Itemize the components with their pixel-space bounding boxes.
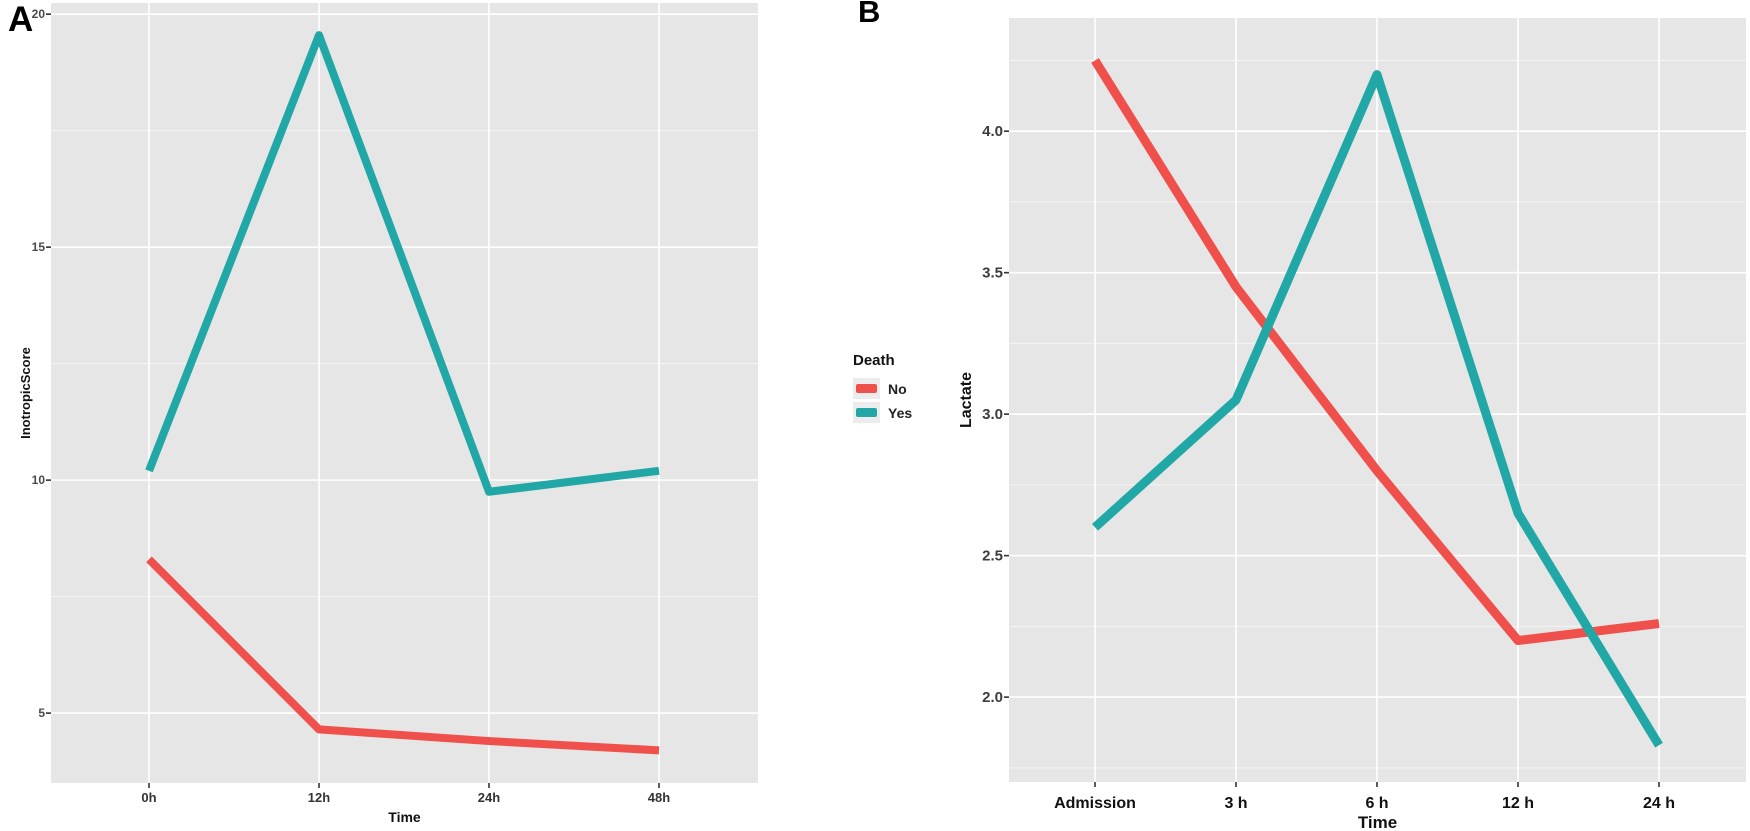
yaxis-title-b: Lactate: [958, 372, 975, 428]
legend-item-label: No: [888, 380, 907, 397]
legend-key-yes: [853, 402, 880, 423]
xtick-label: 48h: [648, 790, 670, 805]
xtick-label: 24 h: [1643, 795, 1675, 812]
legend-title: Death: [853, 352, 895, 369]
legend: Death No Yes: [853, 352, 912, 426]
xtick-label: 3 h: [1224, 795, 1247, 812]
ytick-label: 3.5: [982, 265, 1003, 282]
grid-major-b: [1009, 18, 1746, 782]
xaxis-title-a: Time: [388, 809, 421, 825]
series-a-no: [146, 556, 660, 755]
xtick-label: 12h: [308, 790, 330, 805]
ticks-a: [46, 13, 660, 788]
xtick-label: 24h: [478, 790, 500, 805]
xtick-label: 12 h: [1502, 795, 1534, 812]
xtick-label: 6 h: [1365, 795, 1388, 812]
panel-a-label: A: [8, 0, 34, 39]
xtick-labels-b: Admission 3 h 6 h 12 h 24 h: [1054, 795, 1675, 812]
ytick-label: 20: [32, 7, 46, 21]
legend-key-no: [853, 378, 880, 399]
legend-item-no: No: [853, 378, 912, 399]
legend-swatch-yes: [856, 408, 877, 417]
ytick-label: 4.0: [982, 123, 1003, 140]
grid-major-a: [51, 3, 758, 783]
series-b-yes: [1091, 70, 1663, 748]
panel-b-label: B: [858, 0, 881, 29]
series-b-no: [1091, 58, 1660, 646]
panel-a-bg: [51, 3, 758, 783]
ytick-label: 5: [38, 706, 45, 720]
xtick-label: 0h: [141, 790, 156, 805]
ytick-labels-b: 2.0 2.5 3.0 3.5 4.0: [982, 123, 1003, 706]
legend-item-label: Yes: [888, 404, 913, 421]
yaxis-title-a: InotropicScore: [18, 347, 33, 439]
ytick-label: 2.0: [982, 689, 1003, 706]
ytick-labels-a: 5 10 15 20: [32, 7, 46, 720]
panel-b: 2.0 2.5 3.0 3.5 4.0 Admission 3 h 6 h 12 h 24 h Ti…: [958, 18, 1746, 831]
legend-items: No Yes: [853, 378, 912, 423]
grid-minor-a: [51, 130, 758, 598]
legend-swatch-no: [856, 384, 877, 393]
ticks-b: [1004, 130, 1660, 787]
ytick-label: 10: [32, 473, 46, 487]
xtick-labels-a: 0h 12h 24h 48h: [141, 790, 670, 805]
legend-item-yes: Yes: [853, 402, 912, 423]
ytick-label: 2.5: [982, 548, 1003, 565]
ytick-label: 3.0: [982, 406, 1003, 423]
xtick-label: Admission: [1054, 795, 1136, 812]
xaxis-title-b: Time: [1358, 813, 1397, 831]
ytick-label: 15: [32, 240, 46, 254]
series-a-yes: [145, 31, 660, 496]
panel-a: 5 10 15 20 0h 12h 24h 48h Time InotropicScore: [18, 3, 758, 825]
